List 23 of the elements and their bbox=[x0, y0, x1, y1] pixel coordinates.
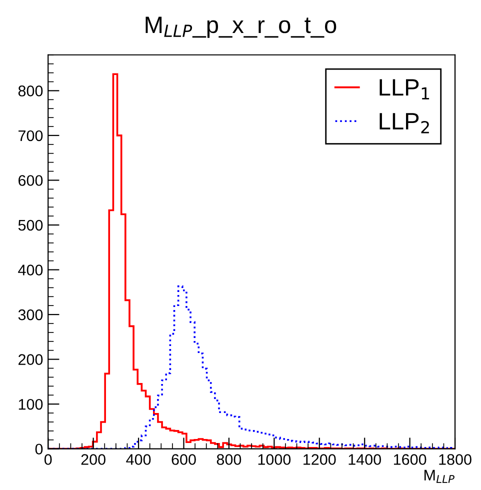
y-tick-label: 400 bbox=[18, 264, 43, 276]
x-tick-label: 800 bbox=[216, 454, 242, 465]
y-tick-label: 800 bbox=[18, 86, 43, 96]
y-tick-label: 0 bbox=[35, 444, 43, 455]
y-tick-label: 300 bbox=[18, 309, 43, 320]
legend-label: LLP$_{1}$ bbox=[380, 79, 430, 100]
y-tick-label: 100 bbox=[18, 398, 43, 410]
y-tick-label: 700 bbox=[18, 130, 43, 142]
y-tick-label: 600 bbox=[18, 175, 43, 186]
legend-label: LLP$_{2}$ bbox=[380, 113, 429, 134]
x-tick-label: 1400 bbox=[348, 454, 381, 465]
x-tick-label: 1200 bbox=[304, 454, 336, 465]
y-tick-label: 500 bbox=[18, 220, 43, 231]
x-tick-label: 0 bbox=[44, 454, 52, 465]
x-axis-title: M$_{LLP}$ bbox=[424, 470, 454, 483]
chart-title: M$_{LLP}$_p_x_r_o_t_o bbox=[146, 16, 336, 38]
x-tick-label: 400 bbox=[126, 454, 151, 465]
y-tick-label: 200 bbox=[18, 354, 43, 365]
x-tick-label: 600 bbox=[172, 454, 196, 465]
x-tick-label: 1800 bbox=[439, 454, 472, 465]
x-tick-label: 200 bbox=[81, 454, 106, 465]
x-tick-label: 1600 bbox=[394, 454, 426, 465]
x-tick-label: 1000 bbox=[258, 454, 291, 465]
